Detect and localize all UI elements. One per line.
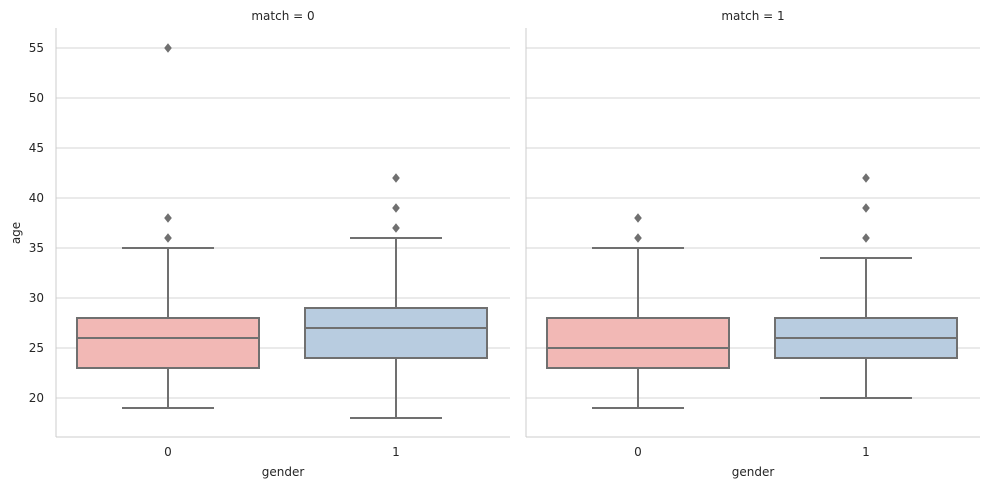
box-iqr	[304, 307, 488, 359]
outlier-point	[392, 173, 400, 183]
outlier-point	[634, 233, 642, 243]
outlier-point	[164, 43, 172, 53]
box-iqr	[76, 317, 260, 369]
x-tick-label: 1	[862, 445, 870, 459]
outlier-point	[164, 233, 172, 243]
panel-title: match = 0	[251, 9, 314, 23]
y-axis-label: age	[9, 222, 23, 244]
outlier-point	[392, 223, 400, 233]
outlier-point	[862, 233, 870, 243]
outlier-point	[862, 203, 870, 213]
x-axis-label: gender	[732, 465, 775, 479]
box-iqr	[546, 317, 730, 369]
y-tick-label: 20	[29, 391, 44, 405]
y-tick-label: 30	[29, 291, 44, 305]
y-tick-label: 55	[29, 41, 44, 55]
outlier-point	[392, 203, 400, 213]
x-tick-label: 0	[164, 445, 172, 459]
outlier-point	[862, 173, 870, 183]
x-tick-label: 1	[392, 445, 400, 459]
y-tick-label: 45	[29, 141, 44, 155]
outlier-point	[164, 213, 172, 223]
y-tick-label: 50	[29, 91, 44, 105]
outlier-point	[634, 213, 642, 223]
y-tick-label: 40	[29, 191, 44, 205]
panel-title: match = 1	[721, 9, 784, 23]
x-axis-label: gender	[262, 465, 305, 479]
y-tick-label: 25	[29, 341, 44, 355]
y-tick-label: 35	[29, 241, 44, 255]
x-tick-label: 0	[634, 445, 642, 459]
